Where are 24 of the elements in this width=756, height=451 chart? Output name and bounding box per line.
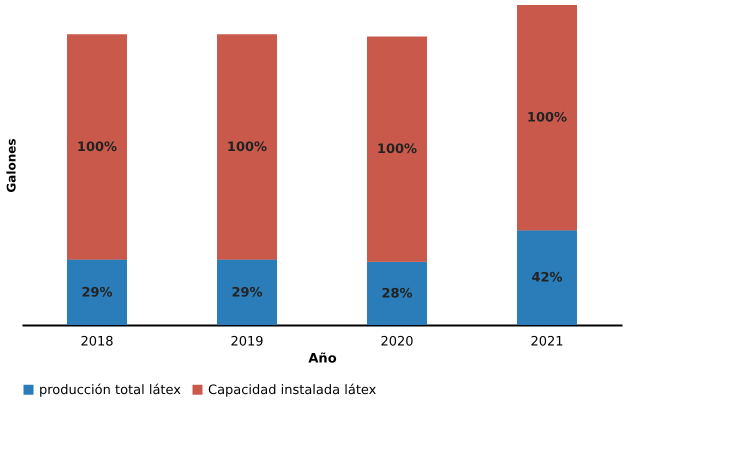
x-tick-label: 2018 <box>80 334 114 350</box>
x-tick-label: 2020 <box>380 334 414 350</box>
data-label: 29% <box>81 285 113 300</box>
x-axis-title: Año <box>308 352 337 366</box>
bar <box>67 34 127 260</box>
bar <box>367 36 427 262</box>
data-label: 28% <box>381 286 413 302</box>
data-label: 100% <box>376 142 418 158</box>
data-label: 100% <box>226 140 268 155</box>
bar <box>517 230 577 325</box>
data-label: 100% <box>526 110 568 126</box>
bar <box>67 260 127 325</box>
x-tick-label: 2019 <box>230 334 264 350</box>
bar <box>217 34 277 260</box>
x-tick-label: 2021 <box>530 334 564 350</box>
data-label: 42% <box>531 270 563 286</box>
bar <box>217 260 277 325</box>
legend-label: producción total látex <box>39 382 182 398</box>
data-label: 100% <box>76 140 118 155</box>
bar <box>367 262 427 325</box>
bar <box>517 5 577 230</box>
data-label: 29% <box>231 285 263 300</box>
legend-label: Capacidad instalada látex <box>208 382 377 398</box>
y-axis-title: Galones <box>4 138 18 193</box>
